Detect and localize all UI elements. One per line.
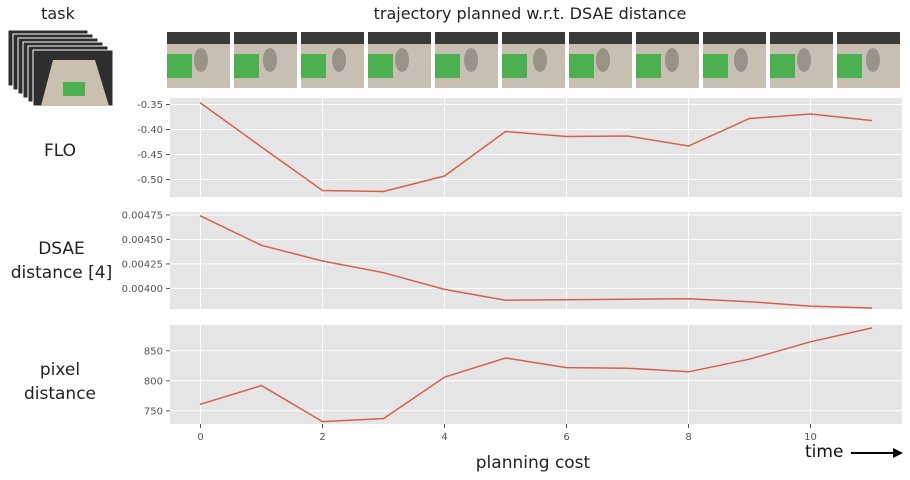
trajectory-thumbnail — [167, 32, 230, 88]
pixel-x-tick-label: 6 — [563, 432, 569, 443]
pixel-y-tick-label: 750 — [144, 406, 163, 417]
pixel-x-tick-label: 0 — [197, 432, 203, 443]
trajectory-thumbnail — [368, 32, 431, 88]
pixel-series-line — [200, 327, 872, 423]
flo-data-point — [382, 190, 385, 193]
dsae-data-point — [504, 299, 507, 301]
dsae-data-point — [260, 244, 263, 247]
pixel-data-point — [321, 420, 324, 423]
flo-y-tick-label: -0.45 — [137, 150, 163, 161]
pixel-row-label: pixel distance — [10, 358, 110, 406]
dsae-chart: 0.00475 0.00450 0.00425 0.00400 — [122, 210, 902, 309]
trajectory-thumbnail — [770, 32, 833, 88]
time-indicator: time — [805, 442, 905, 464]
dsae-data-point — [199, 215, 202, 217]
flo-data-point — [504, 130, 507, 133]
flo-chart: -0.35 -0.40 -0.45 -0.50 — [137, 98, 902, 197]
task-image-stack — [8, 30, 114, 107]
pixel-x-tick-label: 2 — [319, 432, 325, 443]
x-axis-label: planning cost — [475, 453, 591, 473]
dsae-row-label-line2: distance [4] — [10, 263, 113, 283]
trajectory-thumbnails — [167, 32, 900, 88]
pixel-x-tick-label: 4 — [441, 432, 447, 443]
trajectory-thumbnail — [234, 32, 297, 88]
pixel-data-point — [870, 327, 873, 329]
task-image — [32, 49, 114, 107]
flo-data-point — [870, 119, 873, 122]
flo-data-point — [748, 117, 751, 120]
flo-panel-background — [170, 98, 902, 197]
flo-data-point — [687, 145, 690, 147]
dsae-data-point — [321, 260, 324, 262]
trajectory-thumbnail — [301, 32, 364, 88]
pixel-row-label-line1: pixel — [39, 360, 81, 380]
dsae-row-label: DSAE distance [4] — [4, 237, 119, 285]
pixel-data-point — [687, 371, 690, 373]
pixel-data-point — [626, 367, 629, 370]
flo-data-point — [626, 135, 629, 137]
dsae-data-point — [626, 298, 629, 301]
pixel-data-point — [443, 376, 446, 379]
dsae-y-tick-label: 0.00400 — [122, 284, 163, 295]
dsae-data-point — [748, 300, 751, 303]
pixel-data-point — [809, 341, 812, 343]
time-label: time — [805, 442, 844, 462]
pixel-panel-background — [170, 325, 902, 424]
pixel-data-point — [504, 357, 507, 359]
pixel-y-tick-label: 850 — [144, 346, 163, 357]
dsae-data-point — [870, 307, 873, 309]
dsae-y-tick-label: 0.00450 — [122, 235, 163, 246]
pixel-row-label-line2: distance — [23, 384, 97, 404]
task-header: task — [41, 4, 75, 23]
flo-y-tick-label: -0.50 — [137, 175, 163, 186]
pixel-data-point — [748, 358, 751, 361]
flo-data-point — [260, 146, 263, 148]
flo-data-point — [199, 102, 202, 104]
flo-series-line — [200, 102, 872, 193]
dsae-data-point — [687, 297, 690, 300]
pixel-data-point — [199, 403, 202, 406]
trajectory-header: trajectory planned w.r.t. DSAE distance — [373, 4, 687, 23]
dsae-y-tick-label: 0.00475 — [122, 210, 163, 221]
flo-y-tick-label: -0.35 — [137, 100, 163, 111]
dsae-data-point — [809, 305, 812, 307]
trajectory-thumbnail — [502, 32, 565, 88]
pixel-data-point — [565, 366, 568, 369]
dsae-row-label-line1: DSAE — [38, 239, 85, 259]
pixel-chart: 750 800 850 0 2 4 6 8 10 — [144, 325, 902, 443]
trajectory-thumbnail — [837, 32, 900, 88]
dsae-series-line — [200, 215, 872, 309]
trajectory-thumbnail — [435, 32, 498, 88]
trajectory-thumbnail — [703, 32, 766, 88]
trajectory-thumbnail — [636, 32, 699, 88]
flo-data-point — [443, 175, 446, 177]
time-arrow-icon — [851, 448, 903, 458]
pixel-x-tick-label: 8 — [685, 432, 691, 443]
flo-data-point — [321, 189, 324, 192]
pixel-data-point — [260, 384, 263, 387]
dsae-data-point — [565, 298, 568, 301]
dsae-data-point — [382, 271, 385, 274]
pixel-data-point — [382, 417, 385, 420]
trajectory-thumbnail — [569, 32, 632, 88]
dsae-data-point — [443, 288, 446, 291]
pixel-x-tick-label: 10 — [804, 432, 817, 443]
dsae-panel-background — [170, 212, 902, 309]
flo-data-point — [565, 135, 568, 138]
dsae-y-tick-label: 0.00425 — [122, 259, 163, 270]
flo-data-point — [809, 113, 812, 115]
flo-row-label: FLO — [43, 141, 77, 161]
pixel-y-tick-label: 800 — [144, 376, 163, 387]
flo-y-tick-label: -0.40 — [137, 125, 163, 136]
